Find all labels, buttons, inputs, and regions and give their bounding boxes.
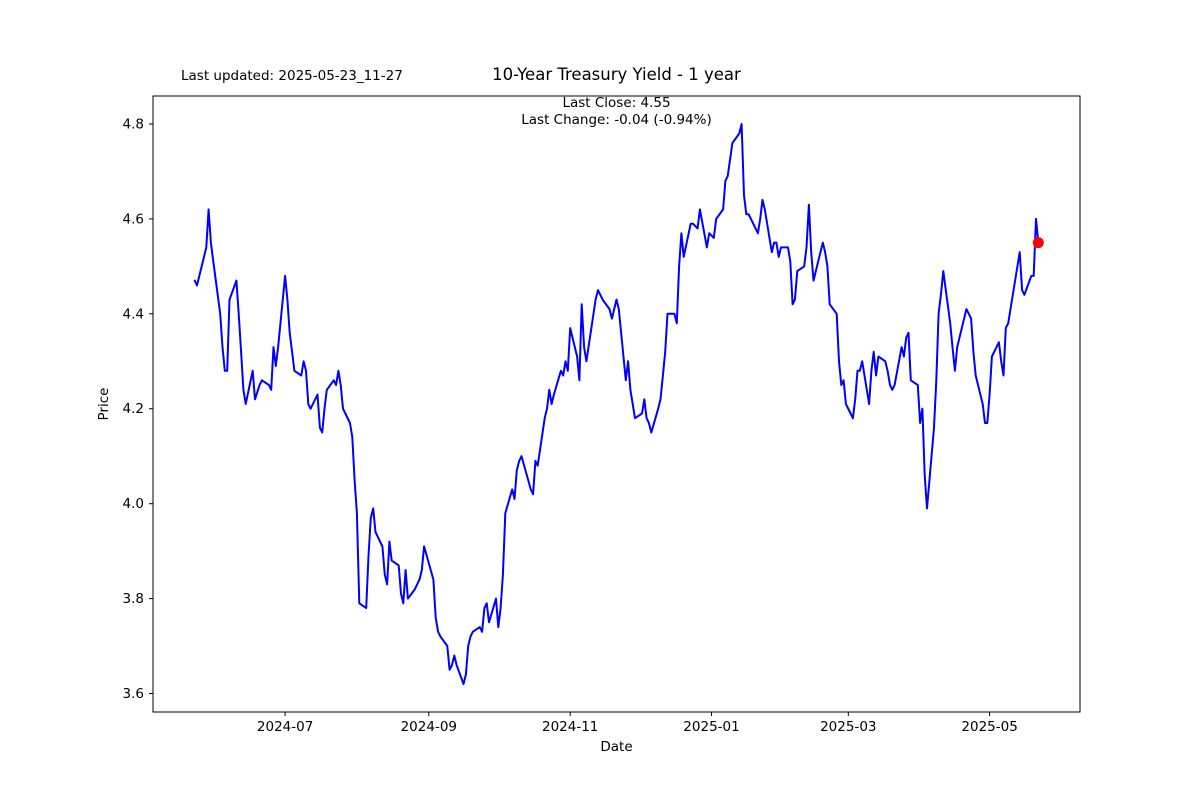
y-tick-label: 4.0 <box>123 496 144 512</box>
y-tick-label: 3.6 <box>123 686 144 702</box>
y-tick-label: 4.8 <box>123 117 144 133</box>
y-tick-label: 3.8 <box>123 591 144 607</box>
chart-title: 10-Year Treasury Yield - 1 year <box>492 65 741 84</box>
x-tick-label: 2024-11 <box>542 719 598 735</box>
x-tick-label: 2024-07 <box>257 719 313 735</box>
price-line <box>193 123 1040 685</box>
last-close-marker <box>1032 237 1044 249</box>
last-updated-label: Last updated: 2025-05-23_11-27 <box>181 68 403 84</box>
x-axis-label: Date <box>600 739 633 755</box>
y-tick-label: 4.2 <box>123 401 144 417</box>
axes-box <box>152 95 1081 713</box>
y-tick-label: 4.6 <box>123 211 144 227</box>
last-close-annotation: Last Close: 4.55 <box>562 95 671 111</box>
x-tick-label: 2025-05 <box>961 719 1017 735</box>
y-axis-label: Price <box>96 387 112 421</box>
x-tick-label: 2025-03 <box>820 719 876 735</box>
last-change-annotation: Last Change: -0.04 (-0.94%) <box>521 112 712 128</box>
x-tick-label: 2024-09 <box>401 719 457 735</box>
y-tick-label: 4.4 <box>123 306 144 322</box>
x-tick-label: 2025-01 <box>683 719 739 735</box>
